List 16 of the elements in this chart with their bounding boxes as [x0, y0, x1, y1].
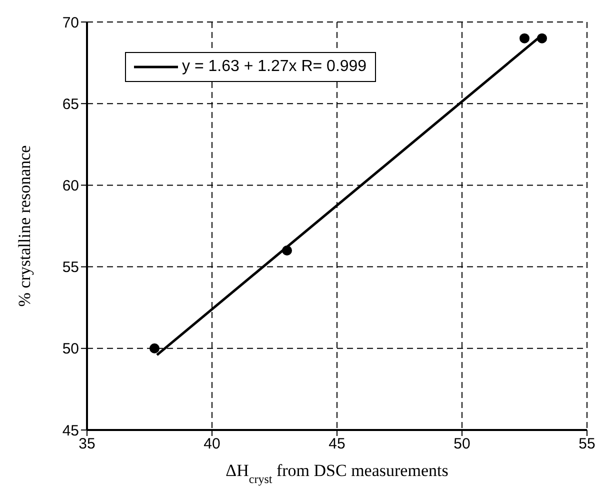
- x-axis-title: ΔH$_{cryst}$ from DSC measurements: [226, 461, 448, 486]
- point: [520, 33, 530, 44]
- y-axis-title: % crystalline resonance: [15, 145, 34, 307]
- x-tick-label: 55: [578, 436, 596, 453]
- x-tick-label: 45: [328, 436, 346, 453]
- y-tick-label: 70: [62, 14, 79, 32]
- x-tick-label: 40: [204, 436, 220, 453]
- legend-label: y = 1.63 + 1.27x R= 0.999: [182, 57, 367, 77]
- y-tick-label: 60: [62, 178, 79, 195]
- y-tick-label: 50: [62, 340, 79, 358]
- point: [150, 343, 160, 354]
- x-tick-label: 50: [454, 436, 470, 453]
- y-tick-label: 45: [62, 422, 79, 440]
- x-tick-label: 35: [78, 436, 96, 453]
- y-tick-label: 55: [62, 259, 79, 276]
- y-tick-label: 65: [62, 96, 79, 113]
